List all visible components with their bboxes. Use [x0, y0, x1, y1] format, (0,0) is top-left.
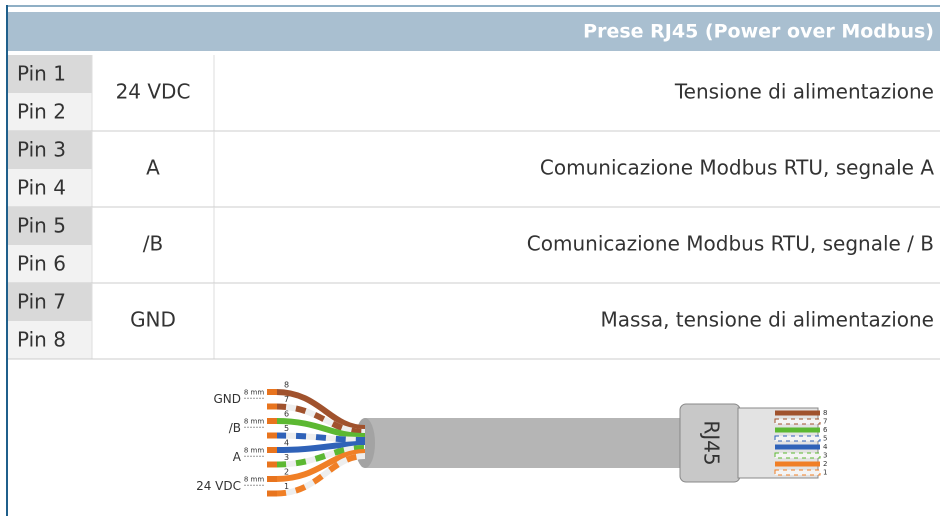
connector-pin: 3	[823, 452, 827, 460]
signal: GND	[130, 308, 176, 332]
cable	[365, 418, 695, 468]
connector-wire	[775, 436, 820, 441]
connector-pin: 1	[823, 469, 827, 477]
wire-stripe	[275, 403, 366, 435]
connector-pin: 5	[823, 435, 827, 443]
wire-tip	[267, 476, 277, 482]
connector-stripe	[774, 418, 821, 425]
connector-pin: 7	[823, 418, 827, 426]
connector-wire	[775, 410, 820, 416]
connector-pin: 2	[823, 460, 827, 468]
wire	[275, 449, 366, 482]
pin-label: Pin 2	[17, 100, 66, 124]
wire-stripe	[275, 445, 366, 468]
connector-wire	[775, 419, 820, 424]
signal: 24 VDC	[116, 80, 191, 104]
strip-label: 8 mm	[244, 475, 264, 483]
wire-tip	[267, 447, 277, 453]
wire-number: 4	[284, 439, 289, 448]
wire-number: 2	[284, 468, 289, 477]
signal: /B	[143, 232, 163, 256]
pair-label: /B	[229, 421, 241, 435]
connector-wire	[775, 470, 820, 475]
pair-label: A	[233, 450, 242, 464]
pin-cell	[8, 245, 92, 283]
connector-wire	[775, 427, 820, 433]
connector-pin: 8	[823, 409, 827, 417]
pin-cell	[8, 169, 92, 207]
pin-cell	[8, 55, 92, 93]
pin-cell	[8, 283, 92, 321]
pin-label: Pin 7	[17, 290, 66, 314]
pin-label: Pin 4	[17, 176, 66, 200]
wire	[275, 418, 366, 439]
wire-number: 3	[284, 453, 289, 462]
signal: A	[146, 156, 160, 180]
pin-label: Pin 8	[17, 328, 66, 352]
pin-label: Pin 3	[17, 138, 66, 162]
wire-tip	[267, 490, 277, 497]
pin-label: Pin 1	[17, 62, 66, 86]
pin-label: Pin 6	[17, 252, 66, 276]
pin-cell	[8, 321, 92, 359]
pair-label: GND	[213, 392, 241, 406]
pin-label: Pin 5	[17, 214, 66, 238]
connector-wire	[775, 444, 820, 450]
wire	[275, 389, 366, 431]
description: Comunicazione Modbus RTU, segnale A	[540, 156, 934, 180]
description: Tensione di alimentazione	[674, 80, 934, 104]
wire-stripe	[275, 453, 366, 497]
wire-tip	[267, 389, 277, 395]
description: Comunicazione Modbus RTU, segnale / B	[527, 232, 934, 256]
pin-cell	[8, 207, 92, 245]
wire-number: 5	[284, 424, 289, 433]
wire-tip	[267, 403, 277, 410]
wire-number: 8	[284, 381, 289, 390]
wire	[275, 441, 366, 453]
wire-number: 7	[284, 395, 289, 404]
wire-tip	[267, 418, 277, 424]
pin-cell	[8, 131, 92, 169]
wire-number: 1	[284, 482, 289, 491]
strip-label: 8 mm	[244, 417, 264, 425]
connector-wire	[775, 461, 820, 467]
wire-number: 6	[284, 410, 289, 419]
connector-label: RJ45	[700, 420, 724, 465]
header-title: Prese RJ45 (Power over Modbus)	[583, 21, 934, 43]
header-bar	[8, 12, 940, 51]
connector-stripe	[774, 452, 821, 459]
description: Massa, tensione di alimentazione	[600, 308, 934, 332]
connector-pin: 4	[823, 443, 828, 451]
strip-label: 8 mm	[244, 388, 264, 396]
wire-tip	[267, 432, 277, 439]
connector-stripe	[774, 469, 821, 476]
connector-stripe	[774, 435, 821, 442]
pair-label: 24 VDC	[196, 479, 241, 493]
pin-cell	[8, 93, 92, 131]
strip-label: 8 mm	[244, 446, 264, 454]
wire-stripe	[275, 432, 366, 443]
wire-tip	[267, 461, 277, 468]
connector-wire	[775, 453, 820, 458]
connector-pin: 6	[823, 426, 828, 434]
